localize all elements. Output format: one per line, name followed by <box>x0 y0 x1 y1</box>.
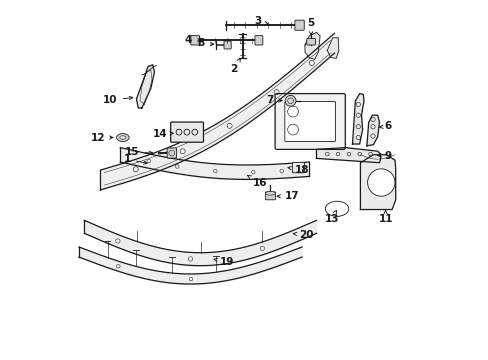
Text: 17: 17 <box>277 191 299 201</box>
Polygon shape <box>360 155 395 210</box>
Text: 15: 15 <box>124 147 152 157</box>
Ellipse shape <box>116 134 129 141</box>
Text: 11: 11 <box>378 211 392 224</box>
Text: 3: 3 <box>254 16 267 26</box>
FancyBboxPatch shape <box>292 162 304 173</box>
Text: 18: 18 <box>287 165 309 175</box>
FancyBboxPatch shape <box>265 192 275 200</box>
FancyBboxPatch shape <box>167 148 176 158</box>
Text: 14: 14 <box>152 129 173 139</box>
Polygon shape <box>326 38 338 58</box>
Text: 2: 2 <box>230 58 240 74</box>
Circle shape <box>285 95 295 106</box>
Polygon shape <box>316 148 380 163</box>
Text: 19: 19 <box>214 257 234 267</box>
Text: 20: 20 <box>293 230 313 240</box>
Ellipse shape <box>265 192 275 195</box>
Text: 8: 8 <box>197 38 213 48</box>
Text: 10: 10 <box>103 95 132 105</box>
Polygon shape <box>352 94 363 144</box>
Text: 4: 4 <box>184 35 201 45</box>
FancyBboxPatch shape <box>224 41 231 49</box>
FancyBboxPatch shape <box>294 20 304 30</box>
Text: 5: 5 <box>307 18 314 35</box>
FancyBboxPatch shape <box>190 36 199 45</box>
Text: 13: 13 <box>324 210 338 224</box>
Polygon shape <box>136 65 154 108</box>
Text: 7: 7 <box>266 95 282 105</box>
Circle shape <box>367 169 394 196</box>
Text: 1: 1 <box>123 154 147 165</box>
Polygon shape <box>305 32 320 59</box>
Text: 16: 16 <box>247 175 266 188</box>
Text: 12: 12 <box>90 132 113 143</box>
FancyBboxPatch shape <box>275 94 345 149</box>
Text: 9: 9 <box>377 150 390 161</box>
FancyBboxPatch shape <box>284 102 335 141</box>
FancyBboxPatch shape <box>306 39 315 45</box>
Text: 6: 6 <box>378 121 390 131</box>
FancyBboxPatch shape <box>254 36 263 45</box>
Ellipse shape <box>325 201 348 216</box>
Polygon shape <box>366 115 379 146</box>
FancyBboxPatch shape <box>170 122 203 142</box>
